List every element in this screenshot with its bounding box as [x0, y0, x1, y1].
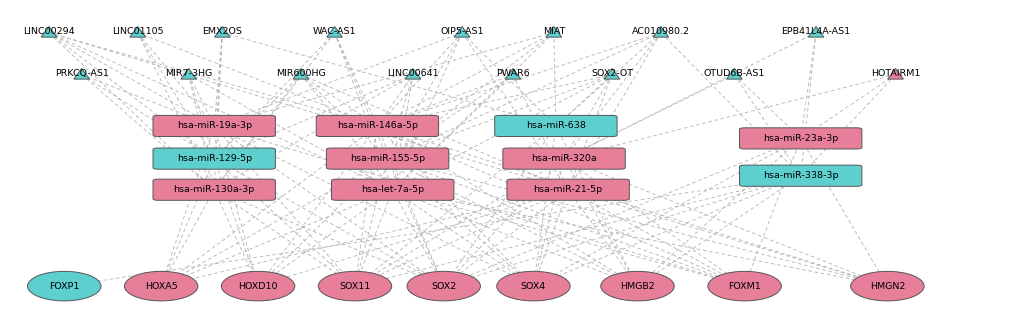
FancyBboxPatch shape	[739, 128, 861, 149]
Text: HMGN2: HMGN2	[869, 282, 904, 290]
Text: LINC00641: LINC00641	[387, 69, 438, 78]
Text: PWAR6: PWAR6	[495, 69, 530, 78]
Text: hsa-miR-21-5p: hsa-miR-21-5p	[533, 185, 602, 194]
Text: hsa-miR-638: hsa-miR-638	[526, 122, 585, 130]
Polygon shape	[887, 68, 903, 79]
Text: AC010980.2: AC010980.2	[632, 27, 689, 36]
Text: MIAT: MIAT	[542, 27, 565, 36]
Ellipse shape	[221, 271, 294, 301]
Polygon shape	[41, 26, 57, 37]
FancyBboxPatch shape	[316, 115, 438, 137]
Text: LINC00294: LINC00294	[23, 27, 74, 36]
Text: SOX2: SOX2	[431, 282, 455, 290]
Ellipse shape	[707, 271, 781, 301]
Ellipse shape	[124, 271, 198, 301]
Polygon shape	[214, 26, 230, 37]
Text: HMGB2: HMGB2	[620, 282, 654, 290]
Text: hsa-miR-19a-3p: hsa-miR-19a-3p	[176, 122, 252, 130]
Ellipse shape	[28, 271, 101, 301]
Text: OIP5-AS1: OIP5-AS1	[440, 27, 483, 36]
Text: HOTAIRM1: HOTAIRM1	[870, 69, 919, 78]
Text: WAC-AS1: WAC-AS1	[313, 27, 356, 36]
Text: hsa-let-7a-5p: hsa-let-7a-5p	[361, 185, 424, 194]
Polygon shape	[545, 26, 561, 37]
Polygon shape	[603, 68, 620, 79]
FancyBboxPatch shape	[153, 115, 275, 137]
Text: hsa-miR-338-3p: hsa-miR-338-3p	[762, 171, 838, 180]
Ellipse shape	[600, 271, 674, 301]
Text: hsa-miR-320a: hsa-miR-320a	[531, 154, 596, 163]
Text: FOXP1: FOXP1	[49, 282, 79, 290]
Text: hsa-miR-130a-3p: hsa-miR-130a-3p	[173, 185, 255, 194]
Polygon shape	[129, 26, 146, 37]
Text: LINC01105: LINC01105	[112, 27, 163, 36]
FancyBboxPatch shape	[739, 165, 861, 186]
Text: FOXM1: FOXM1	[728, 282, 760, 290]
Ellipse shape	[850, 271, 923, 301]
Text: EMX2OS: EMX2OS	[202, 27, 243, 36]
FancyBboxPatch shape	[506, 179, 629, 200]
Text: PRKCQ-AS1: PRKCQ-AS1	[55, 69, 108, 78]
Polygon shape	[73, 68, 90, 79]
Polygon shape	[453, 26, 470, 37]
Polygon shape	[180, 68, 197, 79]
Text: OTUD6B-AS1: OTUD6B-AS1	[703, 69, 764, 78]
Polygon shape	[726, 68, 742, 79]
Polygon shape	[652, 26, 668, 37]
Text: HOXD10: HOXD10	[238, 282, 277, 290]
Ellipse shape	[407, 271, 480, 301]
FancyBboxPatch shape	[494, 115, 616, 137]
Text: SOX11: SOX11	[339, 282, 370, 290]
FancyBboxPatch shape	[153, 179, 275, 200]
Text: SOX4: SOX4	[521, 282, 545, 290]
FancyBboxPatch shape	[502, 148, 625, 169]
Text: MIR600HG: MIR600HG	[276, 69, 325, 78]
Text: SOX2-OT: SOX2-OT	[590, 69, 633, 78]
Text: MIR7-3HG: MIR7-3HG	[165, 69, 212, 78]
Text: HOXA5: HOXA5	[145, 282, 177, 290]
FancyBboxPatch shape	[331, 179, 453, 200]
Polygon shape	[405, 68, 421, 79]
Polygon shape	[504, 68, 521, 79]
Text: EPB41L4A-AS1: EPB41L4A-AS1	[781, 27, 850, 36]
Text: hsa-miR-155-5p: hsa-miR-155-5p	[350, 154, 425, 163]
Text: hsa-miR-146a-5p: hsa-miR-146a-5p	[336, 122, 418, 130]
Ellipse shape	[318, 271, 391, 301]
Text: hsa-miR-129-5p: hsa-miR-129-5p	[176, 154, 252, 163]
Text: hsa-miR-23a-3p: hsa-miR-23a-3p	[762, 134, 838, 143]
Ellipse shape	[496, 271, 570, 301]
FancyBboxPatch shape	[326, 148, 448, 169]
FancyBboxPatch shape	[153, 148, 275, 169]
Polygon shape	[807, 26, 823, 37]
Polygon shape	[292, 68, 309, 79]
Polygon shape	[326, 26, 342, 37]
